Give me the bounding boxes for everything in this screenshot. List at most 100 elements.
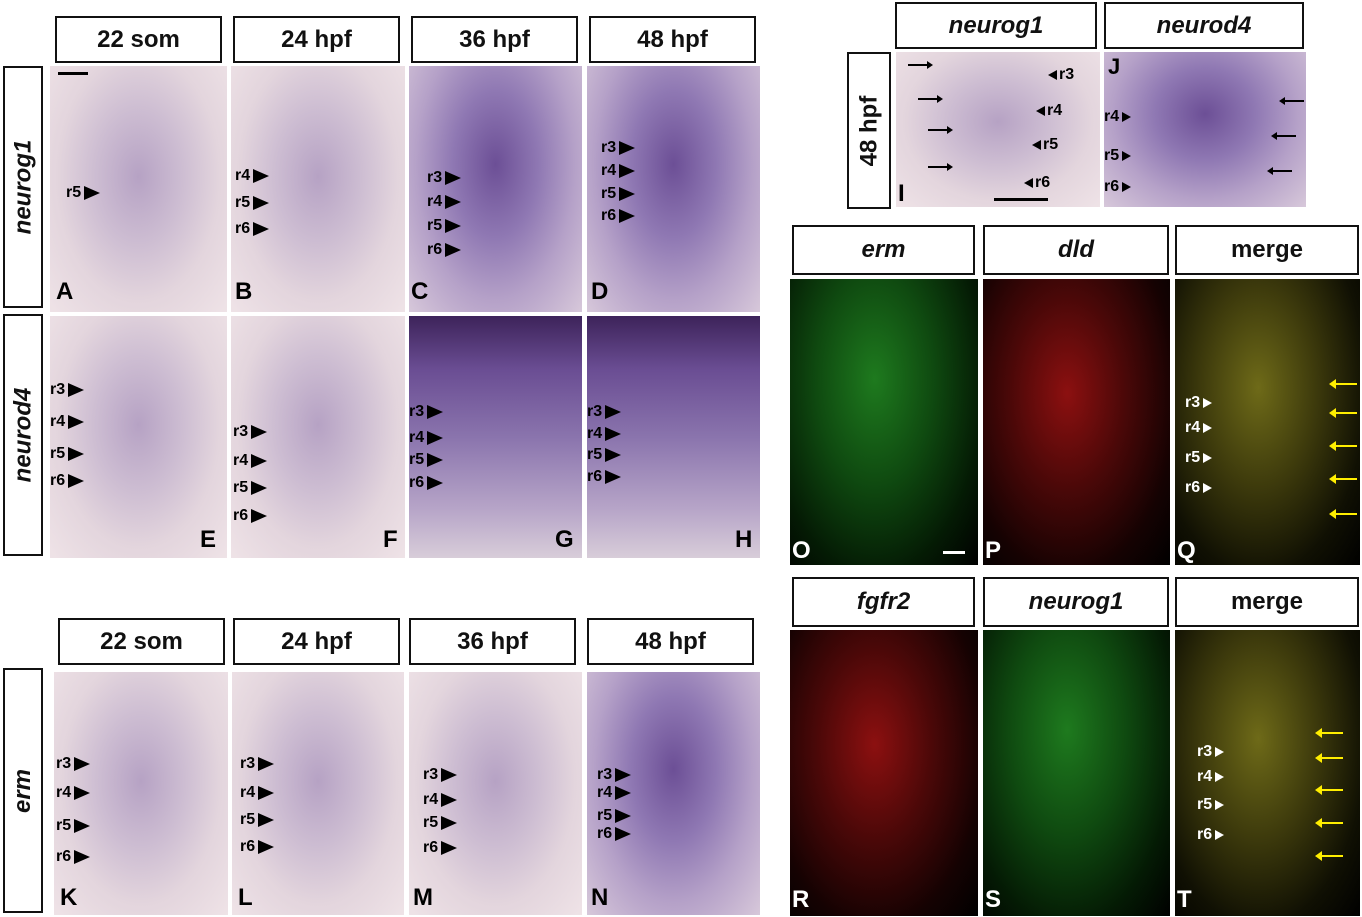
arrow-r5: r5	[587, 446, 622, 464]
letter-A: A	[56, 278, 74, 305]
panel-L: r3 r4 r5 r6 L	[232, 672, 404, 915]
arrow-small	[1271, 132, 1296, 139]
panel-Q: r3 r4 r5 r6 Q	[1175, 279, 1360, 565]
arrow-r4: r4	[56, 784, 91, 802]
scale-bar	[943, 551, 965, 554]
arrow-r5: r5	[597, 807, 632, 825]
row-label-neurog1: neurog1	[3, 66, 43, 308]
header-neurog1-IJ: neurog1	[895, 2, 1097, 49]
header-24hpf-erm: 24 hpf	[233, 618, 400, 665]
arrow-r4: r4	[233, 452, 268, 470]
header-48hpf: 48 hpf	[589, 16, 756, 63]
letter-J: J	[1108, 54, 1121, 79]
panel-H: r3 r4 r5 r6 H	[587, 316, 760, 558]
arrow-r4: r4	[1104, 108, 1132, 126]
letter-N: N	[591, 884, 609, 911]
letter-P: P	[985, 537, 1002, 564]
letter-T: T	[1177, 886, 1192, 913]
letter-C: C	[411, 278, 429, 305]
panel-E: r3 r4 r5 r6 E	[50, 316, 227, 558]
arrow-r4: r4	[409, 429, 444, 447]
arrow-r5: r5	[1104, 147, 1132, 165]
yellow-arrow	[1315, 818, 1343, 828]
arrow-r6: r6	[1197, 826, 1225, 844]
letter-H: H	[735, 526, 753, 553]
panel-G: r3 r4 r5 r6 G	[409, 316, 582, 558]
letter-F: F	[383, 526, 398, 553]
panel-I: r3 r4 r5 r6 I	[896, 52, 1100, 207]
panel-B: r4 r5 r6 B	[231, 66, 405, 312]
arrow-r4: r4	[1036, 102, 1062, 120]
letter-R: R	[792, 886, 810, 913]
arrow-r5: r5	[423, 814, 458, 832]
arrow-r6: r6	[427, 241, 462, 259]
panel-P: P	[983, 279, 1170, 565]
header-neurod4-IJ: neurod4	[1104, 2, 1304, 49]
yellow-arrow	[1315, 851, 1343, 861]
arrow-r6: r6	[240, 838, 275, 856]
arrow-r5: r5	[235, 194, 270, 212]
arrow-r5: r5	[1197, 796, 1225, 814]
arrow-r6: r6	[1185, 479, 1213, 497]
arrow-r4: r4	[587, 425, 622, 443]
yellow-arrow	[1315, 753, 1343, 763]
yellow-arrow	[1329, 474, 1357, 484]
panel-S: S	[983, 630, 1170, 916]
arrow-r4: r4	[601, 162, 636, 180]
arrow-r3: r3	[587, 403, 622, 421]
arrow-small	[1279, 97, 1304, 104]
yellow-arrow	[1315, 728, 1343, 738]
header-36hpf-erm: 36 hpf	[409, 618, 576, 665]
letter-S: S	[985, 886, 1002, 913]
panel-T: r3 r4 r5 r6 T	[1175, 630, 1360, 916]
arrow-r3: r3	[56, 755, 91, 773]
arrow-r4: r4	[423, 791, 458, 809]
panel-R: R	[790, 630, 978, 916]
letter-O: O	[792, 537, 811, 564]
arrow-r5: r5	[427, 217, 462, 235]
arrow-r4: r4	[240, 784, 275, 802]
header-36hpf: 36 hpf	[411, 16, 578, 63]
yellow-arrow	[1329, 441, 1357, 451]
arrow-r6: r6	[597, 825, 632, 843]
arrow-r4: r4	[1197, 768, 1225, 786]
arrow-r5: r5	[409, 451, 444, 469]
scale-bar	[58, 72, 88, 75]
arrow-r6: r6	[50, 472, 85, 490]
header-merge-OPQ: merge	[1175, 225, 1359, 275]
letter-L: L	[238, 884, 253, 911]
header-fgfr2: fgfr2	[792, 577, 975, 627]
arrow-r5: r5	[233, 479, 268, 497]
arrow-r3: r3	[1185, 394, 1213, 412]
arrow-r3: r3	[597, 766, 632, 784]
panel-M: r3 r4 r5 r6 M	[409, 672, 582, 915]
header-neurog1-S: neurog1	[983, 577, 1169, 627]
letter-D: D	[591, 278, 609, 305]
arrow-small	[928, 126, 953, 133]
arrow-small	[1267, 167, 1292, 174]
yellow-arrow	[1329, 408, 1357, 418]
panel-O: O	[790, 279, 978, 565]
arrow-r6: r6	[235, 220, 270, 238]
letter-G: G	[555, 526, 574, 553]
arrow-r3: r3	[1048, 66, 1074, 84]
panel-N: r3 r4 r5 r6 N	[587, 672, 760, 915]
arrow-r6: r6	[56, 848, 91, 866]
arrow-r5: r5	[56, 817, 91, 835]
arrow-r3: r3	[50, 381, 85, 399]
header-merge-RST: merge	[1175, 577, 1359, 627]
letter-B: B	[235, 278, 253, 305]
arrow-small	[918, 95, 943, 102]
panel-A: r5 A	[50, 66, 227, 312]
arrow-r6: r6	[423, 839, 458, 857]
letter-I: I	[898, 180, 905, 207]
yellow-arrow	[1315, 785, 1343, 795]
row-label-neurod4: neurod4	[3, 314, 43, 556]
arrow-r3: r3	[1197, 743, 1225, 761]
panel-C: r3 r4 r5 r6 C	[409, 66, 582, 312]
row-label-48hpf: 48 hpf	[847, 52, 891, 209]
arrow-r4: r4	[597, 784, 632, 802]
arrow-r6: r6	[1104, 178, 1132, 196]
arrow-r5: r5	[66, 184, 101, 202]
scale-bar	[994, 198, 1048, 201]
